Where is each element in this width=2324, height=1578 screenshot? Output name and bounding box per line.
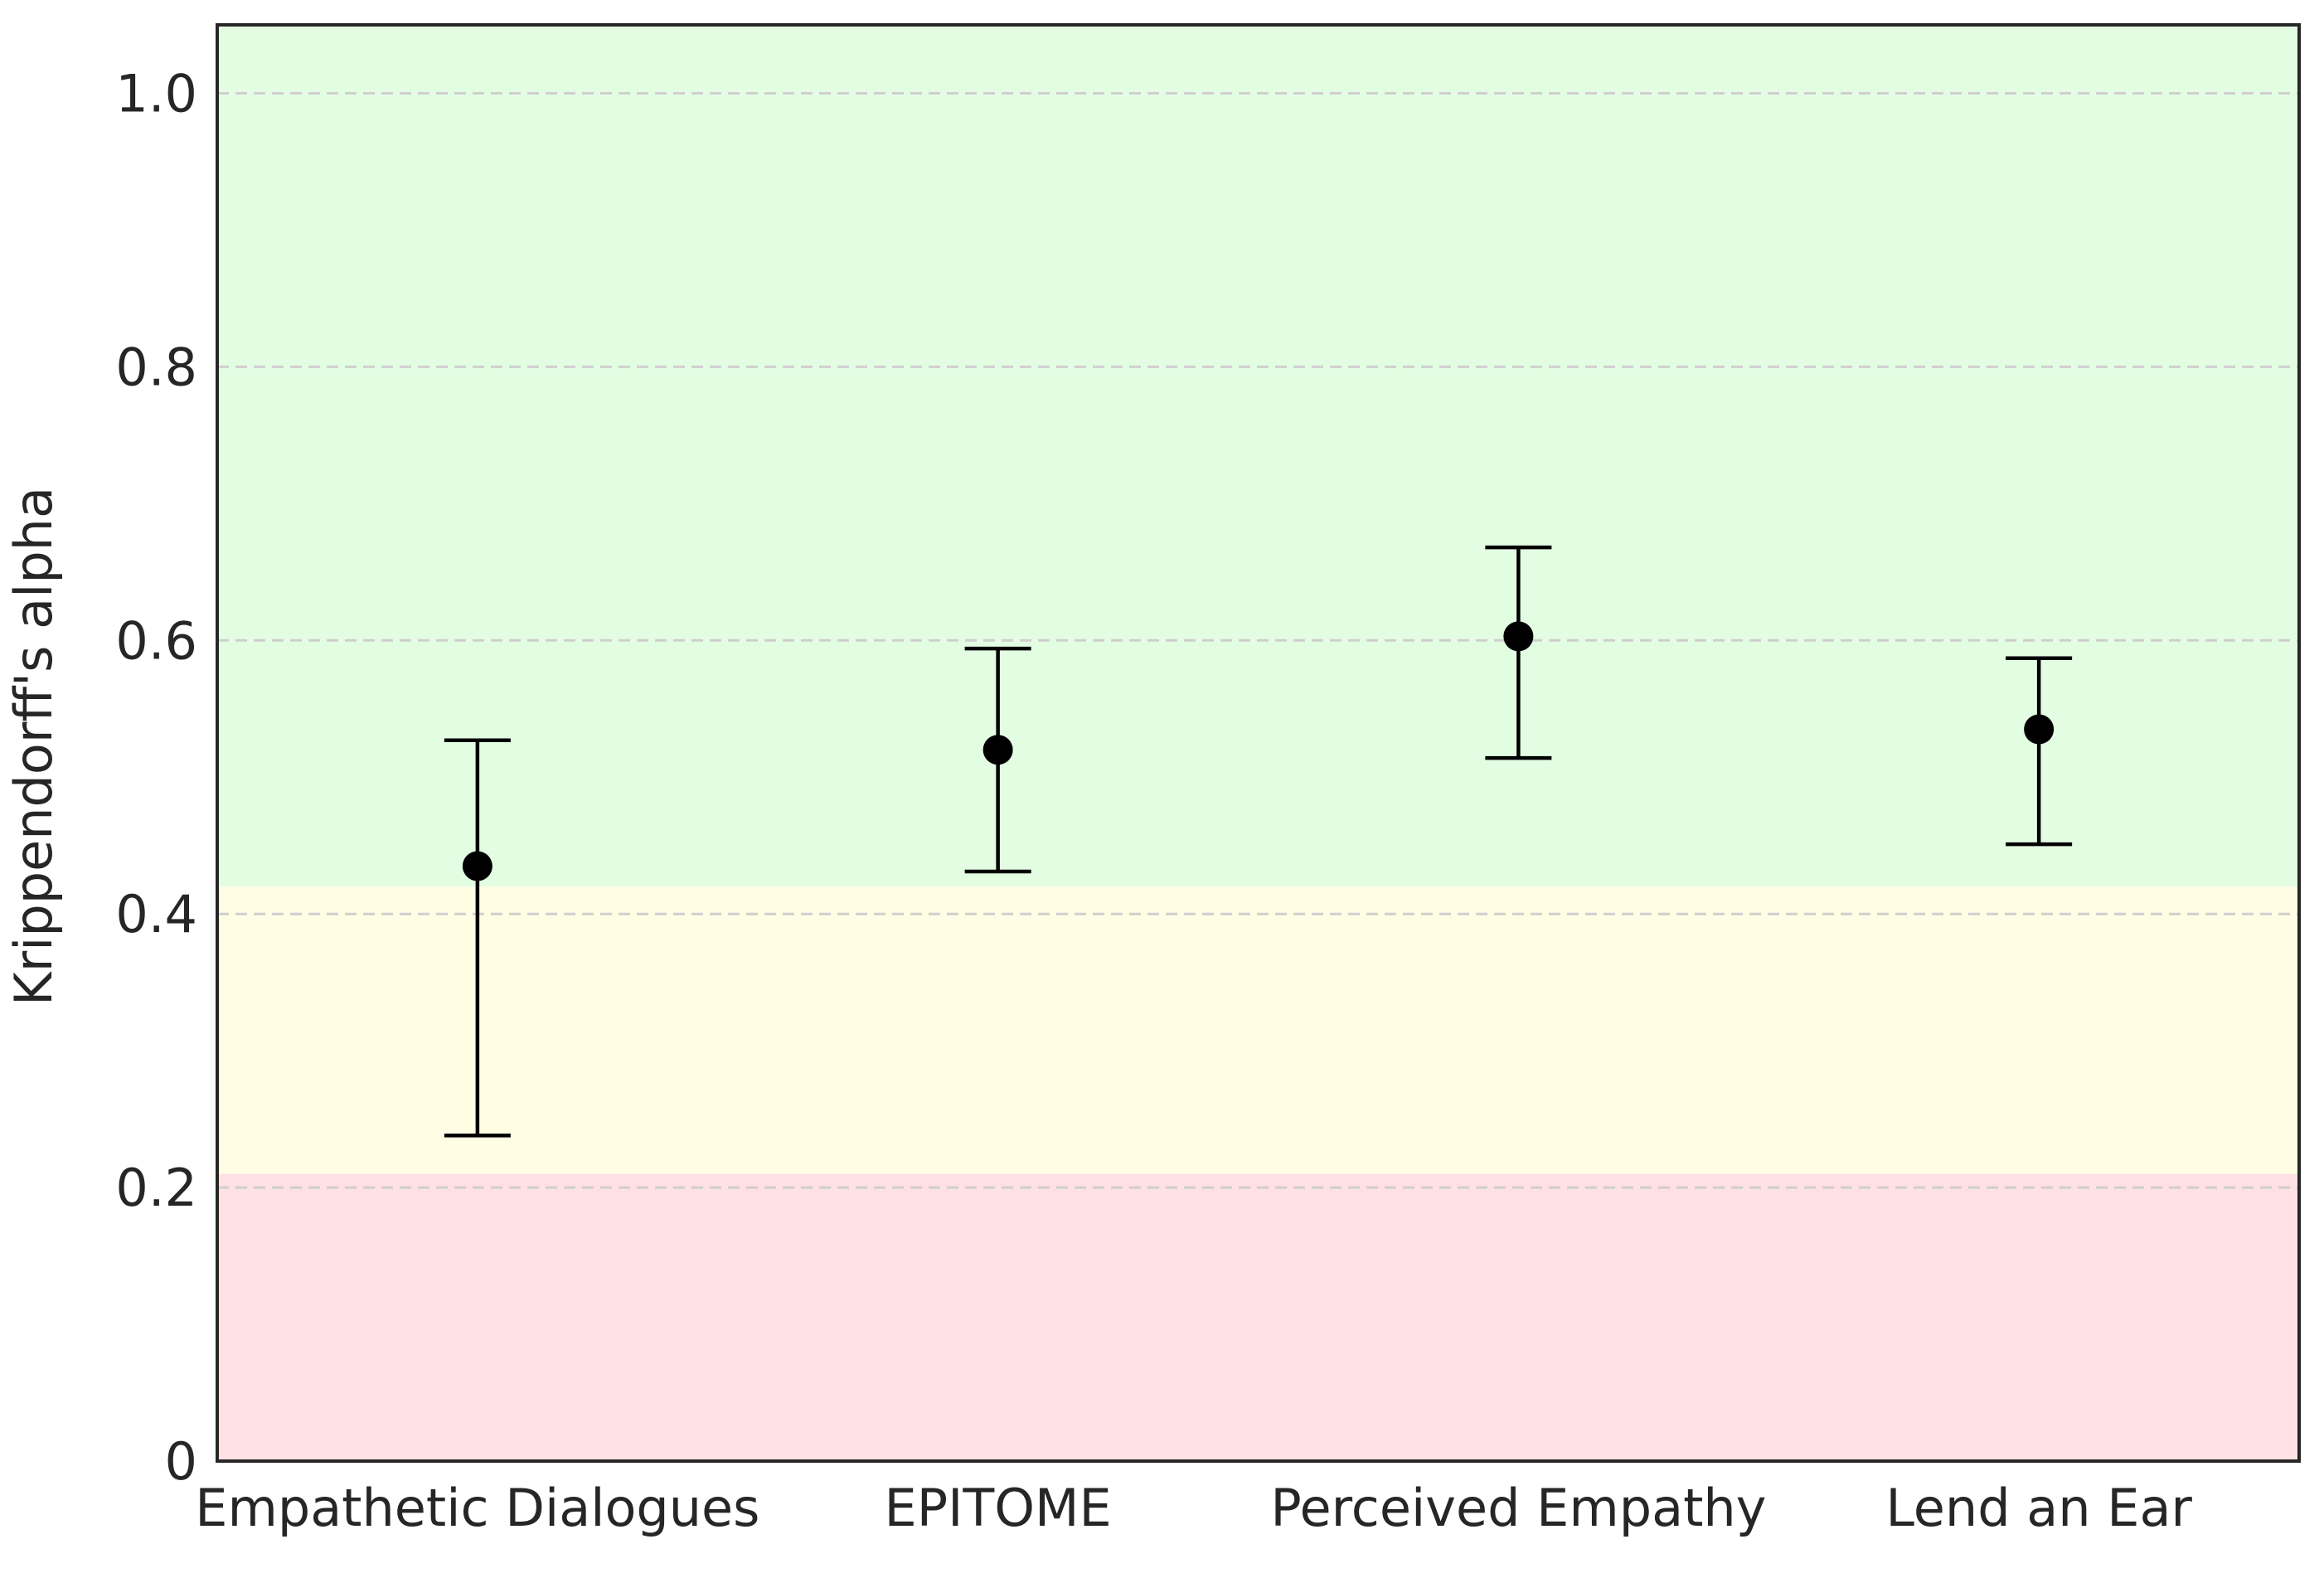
x-tick-label: EPITOME [885, 1478, 1112, 1538]
y-tick-labels: 0 0.2 0.4 0.6 0.8 1.0 [115, 63, 197, 1492]
y-tick-label: 0.4 [115, 884, 197, 944]
data-marks [444, 545, 2073, 1138]
y-tick-label: 0 [165, 1431, 197, 1492]
x-tick-label: Empathetic Dialogues [195, 1478, 759, 1538]
band-2 [217, 25, 2299, 887]
plot-frame [216, 23, 2301, 1463]
grid-lines [217, 91, 2299, 1189]
band-0 [217, 1173, 2299, 1461]
error-bar-group-0 [444, 738, 511, 1138]
y-tick-label: 0.8 [115, 337, 197, 397]
y-axis-title: Krippendorff's alpha [3, 487, 64, 1006]
data-point [462, 851, 492, 881]
band-1 [217, 886, 2299, 1174]
data-point [1503, 621, 1534, 652]
data-point [982, 735, 1013, 765]
agreement-bands [217, 25, 2299, 1461]
x-tick-labels: Empathetic Dialogues EPITOME Perceived Emp… [195, 1478, 2192, 1538]
y-tick-label: 0.6 [115, 610, 197, 671]
data-point [2024, 714, 2055, 745]
y-tick-label: 1.0 [115, 63, 197, 124]
error-bar-group-3 [2006, 656, 2073, 847]
error-bar-group-2 [1485, 545, 1552, 760]
y-tick-label: 0.2 [115, 1158, 197, 1218]
x-tick-label: Lend an Ear [1885, 1478, 2192, 1538]
x-tick-label: Perceived Empathy [1270, 1478, 1766, 1538]
error-bar-group-1 [964, 646, 1031, 874]
